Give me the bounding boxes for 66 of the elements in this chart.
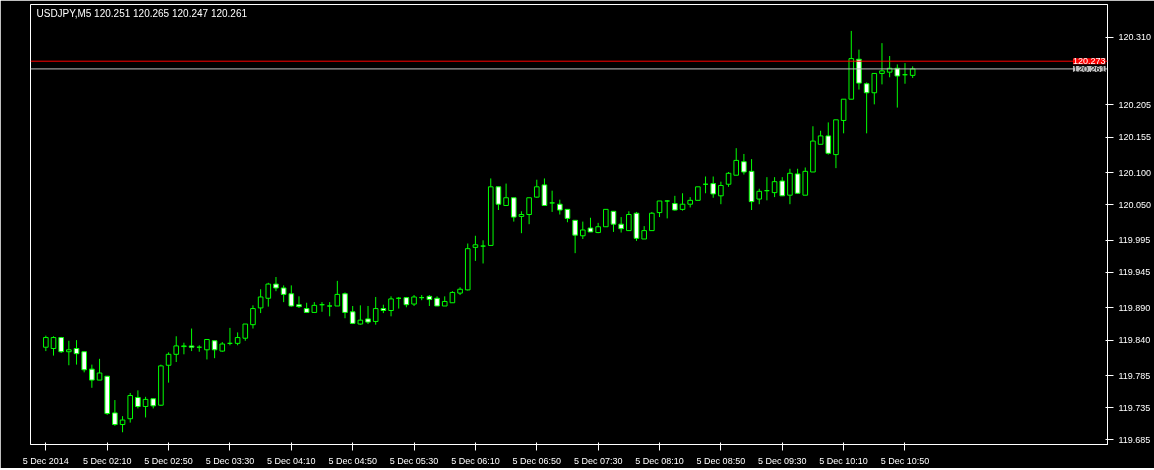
candlestick	[204, 338, 210, 360]
candlestick	[188, 328, 195, 352]
candlestick	[718, 181, 724, 205]
x-tick-label: 5 Dec 2014	[22, 455, 69, 466]
candlestick	[526, 197, 532, 225]
candlestick	[135, 389, 141, 409]
candlestick	[66, 340, 72, 366]
candlestick	[296, 295, 302, 309]
ref-line-label: 120.273	[1072, 56, 1106, 67]
candlestick	[96, 358, 103, 381]
ref-line-label: 120.261	[1072, 63, 1106, 74]
candlestick	[365, 305, 371, 325]
candlestick	[626, 210, 632, 232]
candlestick	[741, 153, 747, 176]
candlestick	[334, 280, 341, 307]
y-tick-label: 120.205	[1118, 100, 1152, 110]
candlestick	[342, 291, 348, 319]
x-tick-label: 5 Dec 02:50	[144, 455, 193, 466]
candlestick	[503, 183, 509, 206]
x-tick-label: 5 Dec 06:10	[451, 455, 500, 466]
candlestick	[112, 399, 118, 427]
y-tick-label: 119.785	[1118, 370, 1151, 381]
x-tick-label: 5 Dec 06:50	[512, 455, 562, 466]
candlestick	[533, 179, 540, 199]
candlestick	[572, 219, 578, 254]
y-tick-label: 119.995	[1118, 235, 1151, 246]
y-tick-label: 120.155	[1118, 132, 1152, 143]
candlestick	[273, 276, 279, 292]
candlestick	[288, 284, 295, 308]
y-tick-label: 119.945	[1118, 267, 1151, 278]
candlestick	[879, 42, 885, 85]
candlestick	[81, 351, 87, 373]
x-tick-label: 5 Dec 04:50	[328, 455, 377, 466]
x-tick-label: 5 Dec 08:50	[696, 455, 746, 466]
y-tick-label: 120.050	[1118, 199, 1152, 210]
candlestick	[73, 339, 80, 366]
candlestick	[541, 177, 548, 206]
candlestick	[710, 176, 717, 199]
candlestick	[50, 335, 57, 357]
x-tick-label: 5 Dec 02:10	[82, 455, 132, 466]
y-tick-label: 119.890	[1118, 302, 1151, 313]
candlestick	[649, 211, 655, 232]
candlestick	[127, 392, 134, 424]
candlestick	[672, 195, 678, 212]
candlestick	[840, 98, 847, 134]
x-tick-label: 5 Dec 04:10	[267, 455, 316, 466]
chart-title: USDJPY,M5 120.251 120.265 120.247 120.261	[36, 7, 248, 19]
y-tick-label: 119.840	[1118, 335, 1151, 346]
y-tick-label: 120.100	[1118, 167, 1152, 178]
y-tick-label: 120.310	[1118, 32, 1152, 43]
x-tick-label: 5 Dec 05:30	[389, 455, 439, 466]
x-tick-label: 5 Dec 07:30	[573, 455, 623, 466]
candlestick	[250, 304, 256, 330]
candlestick	[181, 342, 187, 355]
x-tick-label: 5 Dec 03:30	[205, 455, 255, 466]
candlestick	[787, 168, 793, 205]
x-tick-label: 5 Dec 10:50	[880, 455, 930, 466]
candlestick	[472, 235, 479, 262]
y-tick-label: 119.735	[1118, 402, 1151, 413]
x-tick-label: 5 Dec 08:10	[635, 455, 684, 466]
candlestick	[89, 364, 95, 389]
candlestick	[388, 295, 394, 317]
x-tick-label: 5 Dec 09:30	[757, 455, 807, 466]
y-tick-label: 119.685	[1118, 434, 1151, 445]
candlestick	[610, 210, 617, 233]
x-tick-label: 5 Dec 10:10	[819, 455, 868, 466]
